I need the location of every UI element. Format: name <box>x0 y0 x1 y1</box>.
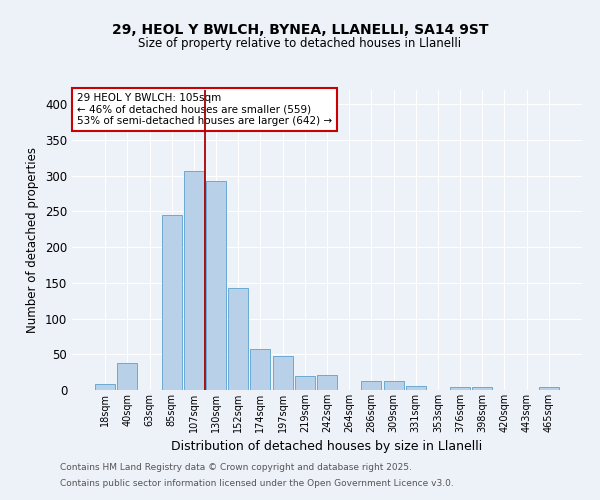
Text: 29 HEOL Y BWLCH: 105sqm
← 46% of detached houses are smaller (559)
53% of semi-d: 29 HEOL Y BWLCH: 105sqm ← 46% of detache… <box>77 93 332 126</box>
Bar <box>539 387 559 390</box>
Bar <box>206 180 226 390</box>
Bar <box>450 387 470 390</box>
Text: Contains public sector information licensed under the Open Government Licence v3: Contains public sector information licen… <box>60 478 454 488</box>
Text: Size of property relative to detached houses in Llanelli: Size of property relative to detached ho… <box>139 38 461 51</box>
Bar <box>250 350 271 390</box>
Bar <box>272 356 293 390</box>
X-axis label: Distribution of detached houses by size in Llanelli: Distribution of detached houses by size … <box>172 440 482 454</box>
Bar <box>317 375 337 390</box>
Y-axis label: Number of detached properties: Number of detached properties <box>26 147 40 333</box>
Bar <box>361 382 382 390</box>
Bar <box>472 387 492 390</box>
Text: 29, HEOL Y BWLCH, BYNEA, LLANELLI, SA14 9ST: 29, HEOL Y BWLCH, BYNEA, LLANELLI, SA14 … <box>112 22 488 36</box>
Bar <box>383 380 404 390</box>
Bar <box>95 384 115 390</box>
Bar <box>228 288 248 390</box>
Text: Contains HM Land Registry data © Crown copyright and database right 2025.: Contains HM Land Registry data © Crown c… <box>60 464 412 472</box>
Bar <box>406 386 426 390</box>
Bar <box>118 363 137 390</box>
Bar <box>295 376 315 390</box>
Bar <box>184 170 204 390</box>
Bar <box>162 215 182 390</box>
